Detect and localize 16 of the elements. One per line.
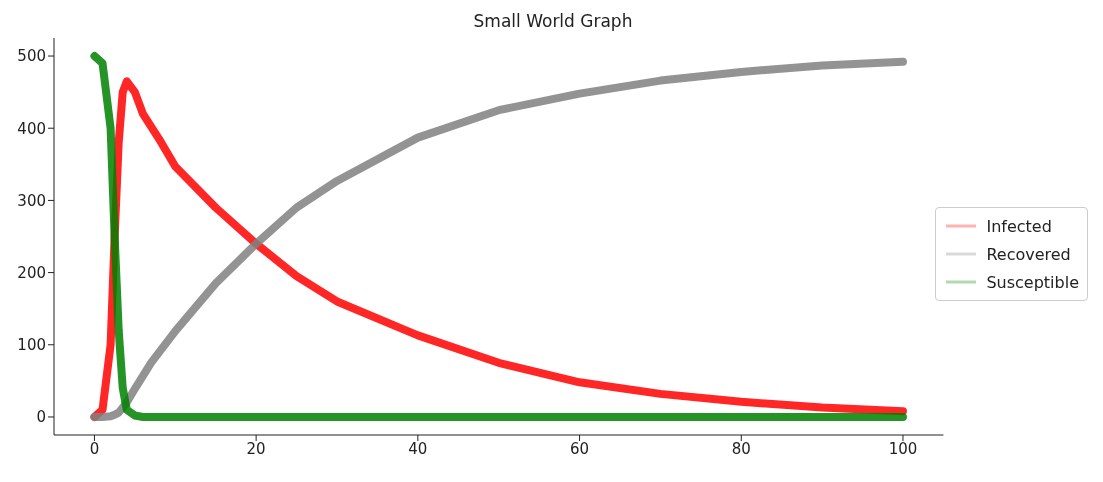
x-tick-label: 60 [570,439,590,458]
x-tick-label: 0 [89,439,100,458]
x-tick-label: 100 [888,439,918,458]
legend-label: Infected [986,216,1052,236]
y-tick-label: 500 [17,47,46,66]
chart-title: Small World Graph [472,10,634,33]
y-tick-label: 300 [17,191,46,210]
y-tick-label: 100 [17,336,46,355]
y-tick-label: 0 [36,408,46,427]
y-tick-label: 400 [17,119,46,138]
x-tick-label: 20 [246,439,266,458]
x-tick-label: 40 [408,439,428,458]
x-tick-label: 80 [731,439,751,458]
legend-label: Susceptible [986,272,1079,292]
y-tick-label: 200 [17,263,46,282]
legend-label: Recovered [986,244,1071,264]
